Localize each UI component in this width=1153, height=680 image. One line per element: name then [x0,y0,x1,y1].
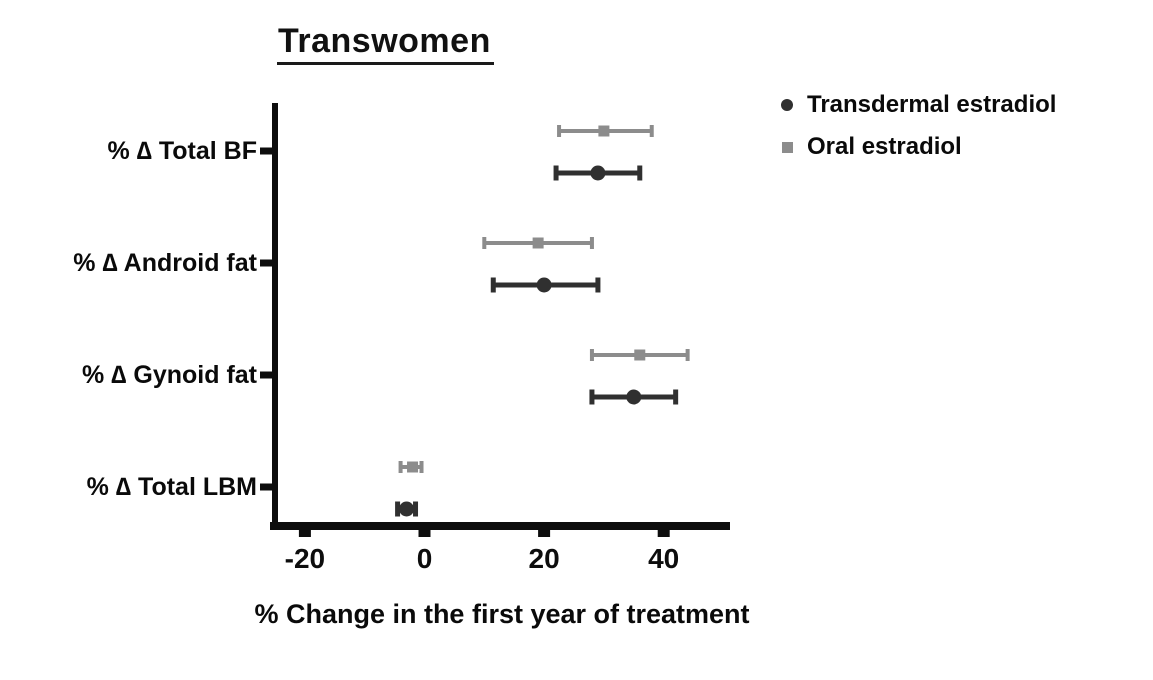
x-axis-line [270,522,730,530]
marker-square [634,349,646,361]
error-bar-cap [557,125,562,137]
x-tick [298,530,311,537]
error-bar-cap [589,349,594,361]
x-tick-label: 0 [417,543,433,574]
legend-item-oral: Oral estradiol [781,132,1056,162]
marker-circle [399,501,415,517]
error-bar-cap [395,501,401,517]
marker-circle [536,277,552,293]
x-tick [418,530,431,537]
marker-square [598,125,610,137]
legend-item-transdermal: Transdermal estradiol [781,90,1056,120]
x-tick [657,530,670,537]
error-bar-cap [482,237,487,249]
error-bar-cap [553,165,559,181]
y-tick [260,147,272,155]
category-label-total-lbm: % ∆ Total LBM [86,473,257,501]
x-axis-title: % Change in the first year of treatment [254,599,750,629]
error-bar-cap [649,125,654,137]
error-bar-cap [685,349,690,361]
error-bar-cap [413,501,419,517]
error-bar-cap [398,461,403,473]
error-bar-cap [419,461,424,473]
circle-marker-icon [781,99,793,111]
y-tick [260,371,272,379]
x-tick [538,530,551,537]
marker-circle [626,389,642,405]
error-bar-cap [595,277,601,293]
x-tick-label: 20 [529,543,560,574]
category-label-android-fat: % ∆ Android fat [73,249,257,277]
legend-label-oral: Oral estradiol [807,133,962,160]
y-tick [260,259,272,267]
x-tick-label: 40 [648,543,679,574]
category-label-total-bf: % ∆ Total BF [107,137,257,165]
chart-title: Transwomen [277,22,494,65]
error-bar-cap [637,165,643,181]
x-tick-label: -20 [285,543,325,574]
y-axis-line [272,103,278,530]
error-bar-cap [589,389,595,405]
error-bar-cap [673,389,679,405]
y-tick [260,483,272,491]
category-label-gynoid-fat: % ∆ Gynoid fat [81,361,257,389]
error-bar-cap [589,237,594,249]
legend-label-transdermal: Transdermal estradiol [807,91,1057,118]
square-marker-icon [782,141,793,153]
marker-square [532,237,544,249]
marker-square [407,461,419,473]
error-bar-cap [490,277,496,293]
legend: Transdermal estradiol Oral estradiol [781,90,1056,174]
marker-circle [590,165,606,181]
